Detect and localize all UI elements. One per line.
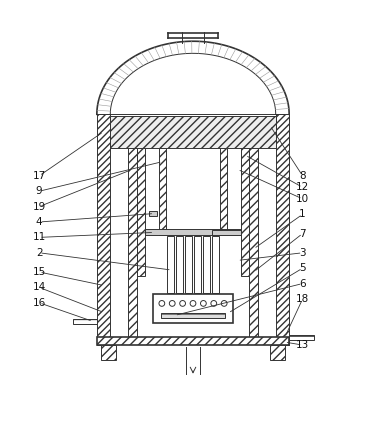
Bar <box>128 148 137 343</box>
Text: 5: 5 <box>299 263 306 273</box>
Bar <box>195 236 201 293</box>
Text: 2: 2 <box>36 248 42 258</box>
Circle shape <box>190 301 196 306</box>
Circle shape <box>211 301 217 306</box>
Bar <box>212 236 218 293</box>
Text: 1: 1 <box>299 209 306 219</box>
Text: 6: 6 <box>299 278 306 289</box>
Circle shape <box>180 301 186 306</box>
Text: 18: 18 <box>296 294 309 304</box>
Bar <box>185 236 191 293</box>
Text: 11: 11 <box>32 232 46 242</box>
Text: 19: 19 <box>32 202 46 212</box>
Circle shape <box>169 301 175 306</box>
Bar <box>110 116 276 148</box>
Bar <box>110 116 276 148</box>
Bar <box>145 229 241 235</box>
Circle shape <box>200 301 206 306</box>
Bar <box>276 114 289 345</box>
Text: 4: 4 <box>36 217 42 227</box>
Bar <box>137 148 145 276</box>
Bar <box>241 148 249 276</box>
Bar <box>97 114 110 345</box>
Bar <box>97 337 289 345</box>
Text: 17: 17 <box>32 171 46 181</box>
Bar <box>249 148 258 343</box>
Text: 13: 13 <box>296 340 309 350</box>
Bar <box>153 294 233 323</box>
Circle shape <box>221 301 227 306</box>
Text: 7: 7 <box>299 229 306 238</box>
Text: 14: 14 <box>32 282 46 293</box>
Text: 16: 16 <box>32 298 46 308</box>
Bar <box>203 236 210 293</box>
Text: 12: 12 <box>296 182 309 192</box>
Bar <box>73 319 97 324</box>
Text: 10: 10 <box>296 194 309 204</box>
Bar <box>289 335 314 341</box>
Bar <box>149 211 157 216</box>
Bar <box>159 148 166 235</box>
Text: 15: 15 <box>32 267 46 277</box>
Text: 9: 9 <box>36 186 42 196</box>
Text: 8: 8 <box>299 171 306 181</box>
Bar <box>212 230 241 235</box>
Text: 3: 3 <box>299 248 306 258</box>
Bar <box>176 236 183 293</box>
Bar <box>220 148 227 235</box>
Bar <box>270 345 284 360</box>
Bar <box>161 313 225 318</box>
Circle shape <box>159 301 165 306</box>
Bar <box>102 345 116 360</box>
Bar <box>168 236 174 293</box>
